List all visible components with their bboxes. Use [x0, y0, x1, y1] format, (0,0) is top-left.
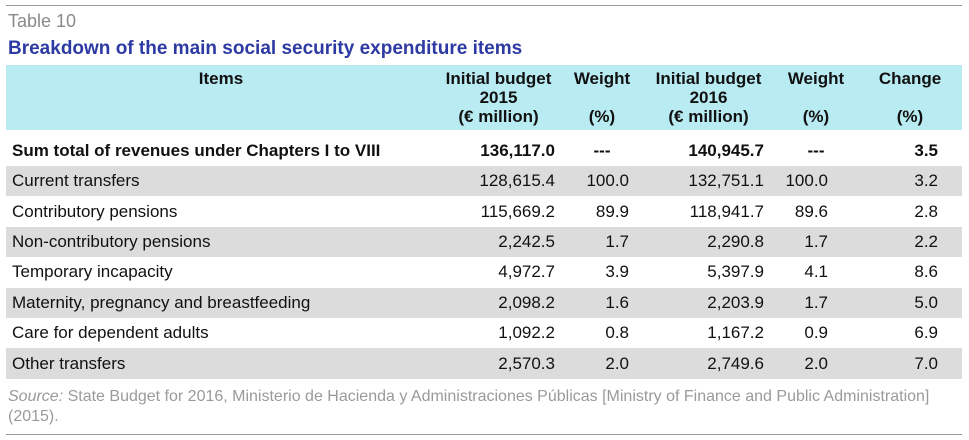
table-row: Temporary incapacity 4,972.7 3.9 5,397.9…	[6, 257, 962, 287]
row-item: Current transfers	[6, 166, 436, 197]
row-budget-2015: 128,615.4	[436, 166, 561, 197]
total-weight-2015: ---	[593, 141, 611, 160]
table-row: Other transfers 2,570.3 2.0 2,749.6 2.0 …	[6, 348, 962, 379]
row-item: Care for dependent adults	[12, 323, 209, 343]
row-budget-2015: 1,092.2	[498, 323, 555, 343]
row-weight-2016: 1.7	[774, 287, 858, 318]
total-row: Sum total of revenues under Chapters I t…	[6, 130, 962, 166]
row-weight-2016: 1.7	[774, 226, 858, 258]
row-budget-2015: 2,098.2	[436, 287, 561, 318]
row-weight-2015: 100.0	[561, 166, 643, 197]
table-title: Breakdown of the main social security ex…	[8, 38, 523, 59]
expenditure-table: Items Initial budget 2015 (€ million) We…	[6, 65, 962, 379]
row-budget-2015: 2,242.5	[436, 226, 561, 258]
bottom-rule	[6, 434, 962, 435]
table-row: Contributory pensions 115,669.2 89.9 118…	[6, 196, 962, 226]
header-row: Items Initial budget 2015 (€ million) We…	[6, 65, 962, 130]
source-text: State Budget for 2016, Ministerio de Hac…	[8, 388, 930, 425]
row-change: 2.8	[914, 201, 938, 221]
row-weight-2015: 2.0	[561, 348, 643, 379]
row-budget-2016: 2,203.9	[643, 287, 774, 318]
header-weight-2016: Weight (%)	[774, 65, 858, 130]
header-items: Items	[6, 65, 436, 130]
table-row: Maternity, pregnancy and breastfeeding 2…	[6, 287, 962, 318]
table-row: Current transfers 128,615.4 100.0 132,75…	[6, 166, 962, 197]
table-row: Care for dependent adults 1,092.2 0.8 1,…	[6, 318, 962, 348]
row-item: Non-contributory pensions	[6, 226, 436, 258]
row-weight-2016: 100.0	[774, 166, 858, 197]
row-weight-2015: 1.6	[561, 287, 643, 318]
row-change: 3.2	[858, 166, 962, 197]
row-weight-2015: 89.9	[595, 201, 629, 221]
row-budget-2016: 132,751.1	[643, 166, 774, 197]
table-label: Table 10	[8, 11, 77, 31]
row-weight-2016: 2.0	[774, 348, 858, 379]
top-rule	[6, 5, 962, 6]
row-change: 2.2	[858, 226, 962, 258]
row-budget-2015: 4,972.7	[498, 262, 555, 282]
header-budget-2015: Initial budget 2015 (€ million)	[436, 65, 561, 130]
row-budget-2016: 5,397.9	[707, 262, 764, 282]
total-budget-2016: 140,945.7	[688, 141, 764, 160]
header-budget-2016: Initial budget 2016 (€ million)	[643, 65, 774, 130]
row-change: 5.0	[858, 287, 962, 318]
row-weight-2015: 3.9	[605, 262, 629, 282]
table-row: Non-contributory pensions 2,242.5 1.7 2,…	[6, 226, 962, 258]
total-budget-2015: 136,117.0	[480, 141, 555, 160]
row-weight-2016: 4.1	[804, 262, 828, 282]
row-weight-2016: 89.6	[794, 201, 828, 221]
total-item: Sum total of revenues under Chapters I t…	[12, 141, 381, 160]
row-weight-2016: 0.9	[804, 323, 828, 343]
total-weight-2016: ---	[807, 141, 825, 160]
row-change: 6.9	[914, 323, 938, 343]
row-budget-2016: 1,167.2	[707, 323, 764, 343]
row-item: Temporary incapacity	[12, 262, 173, 282]
row-budget-2015: 2,570.3	[436, 348, 561, 379]
total-change: 3.5	[914, 141, 938, 160]
row-item: Other transfers	[6, 348, 436, 379]
row-change: 7.0	[858, 348, 962, 379]
row-budget-2016: 2,290.8	[643, 226, 774, 258]
row-weight-2015: 1.7	[561, 226, 643, 258]
row-budget-2015: 115,669.2	[480, 201, 555, 221]
header-change: Change (%)	[858, 65, 962, 130]
source-note: Source: State Budget for 2016, Ministeri…	[8, 387, 958, 427]
row-item: Contributory pensions	[12, 201, 178, 221]
row-item: Maternity, pregnancy and breastfeeding	[6, 287, 436, 318]
header-weight-2015: Weight (%)	[561, 65, 643, 130]
row-budget-2016: 2,749.6	[643, 348, 774, 379]
row-budget-2016: 118,941.7	[689, 201, 764, 221]
row-weight-2015: 0.8	[605, 323, 629, 343]
source-label: Source:	[8, 388, 64, 405]
row-change: 8.6	[914, 262, 938, 282]
